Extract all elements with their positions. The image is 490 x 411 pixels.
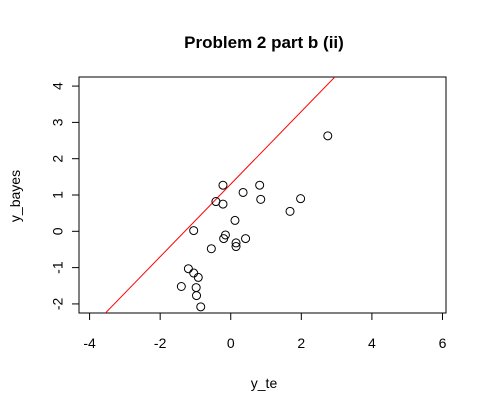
x-axis: -4 -2 0 2 4 6 <box>83 312 447 351</box>
data-points <box>176 131 333 312</box>
data-point <box>196 302 206 312</box>
data-point <box>231 238 241 248</box>
data-point <box>219 234 229 244</box>
x-axis-label: y_te <box>251 375 278 391</box>
data-point <box>285 206 295 216</box>
x-tick-label: -4 <box>83 335 96 351</box>
data-point <box>191 283 201 293</box>
y-tick-label: 1 <box>50 191 66 199</box>
y-tick-label: -1 <box>50 261 66 274</box>
data-point <box>183 264 193 274</box>
data-point <box>241 234 251 244</box>
data-point <box>206 244 216 254</box>
y-axis-label: y_bayes <box>7 170 23 222</box>
y-axis: -2 -1 0 1 2 3 4 <box>50 82 80 310</box>
y-tick-label: -2 <box>50 297 66 310</box>
y-tick-label: 3 <box>50 118 66 126</box>
plot-frame <box>78 76 447 314</box>
data-point <box>211 197 221 207</box>
y-tick-label: 4 <box>50 82 66 90</box>
data-point <box>192 291 202 301</box>
data-point <box>255 180 265 190</box>
data-point <box>296 194 306 204</box>
data-point <box>230 215 240 225</box>
data-point <box>218 180 228 190</box>
chart-title: Problem 2 part b (ii) <box>184 33 344 52</box>
x-tick-label: 0 <box>227 335 235 351</box>
reference-line <box>104 77 336 313</box>
x-tick-label: 2 <box>297 335 305 351</box>
x-tick-label: 4 <box>368 335 376 351</box>
data-point <box>193 272 203 282</box>
y-tick-label: 0 <box>50 227 66 235</box>
data-point <box>176 281 186 291</box>
data-point <box>238 187 248 197</box>
data-point <box>323 131 333 141</box>
data-point <box>189 268 199 278</box>
y-tick-label: 2 <box>50 155 66 163</box>
data-point <box>231 242 241 252</box>
data-point <box>189 226 199 236</box>
data-point <box>256 194 266 204</box>
x-tick-label: -2 <box>154 335 167 351</box>
x-tick-label: 6 <box>439 335 447 351</box>
